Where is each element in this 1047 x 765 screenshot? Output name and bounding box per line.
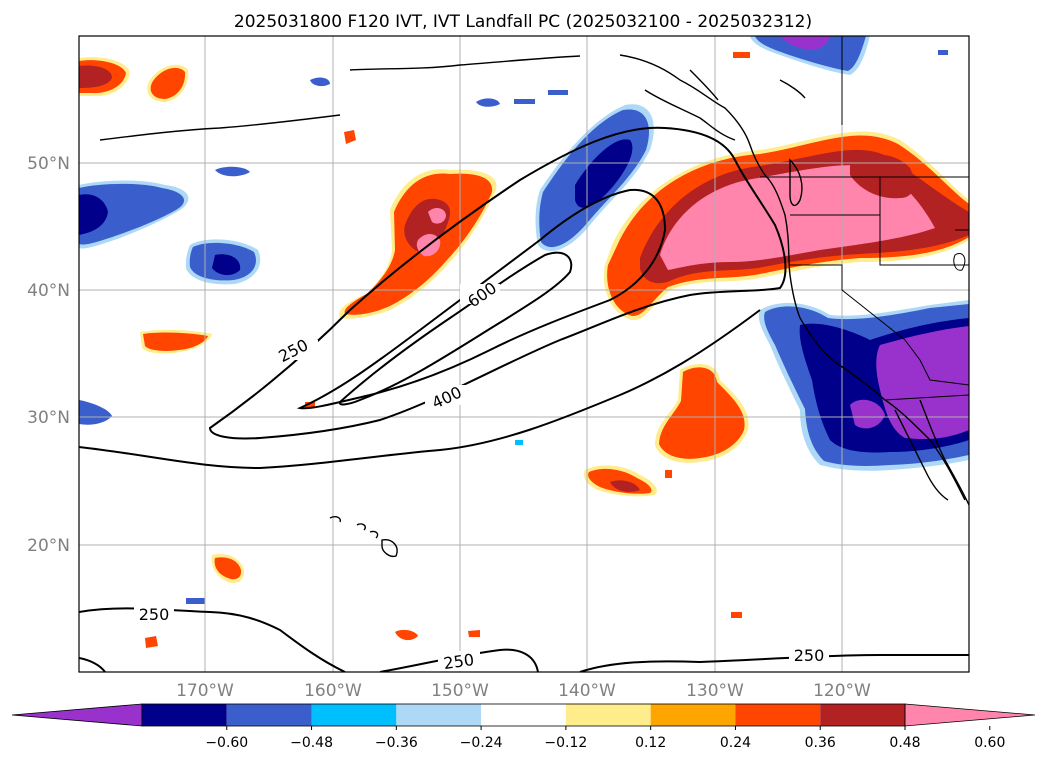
positive-anomaly-south — [583, 364, 749, 497]
lon-label-120w: 120°W — [813, 681, 871, 701]
colorbar: −0.60 −0.48 −0.36 −0.24 −0.12 0.12 0.24 0.36 0.4… — [11, 703, 1036, 751]
ivt-contours — [79, 126, 969, 672]
lon-label-150w: 150°W — [431, 681, 489, 701]
lat-label-50n: 50°N — [27, 154, 70, 174]
colorbar-swatches — [11, 703, 1036, 727]
colorbar-swatch — [396, 704, 482, 726]
colorbar-tick-label: 0.60 — [974, 735, 1005, 751]
colorbar-swatch — [226, 704, 312, 726]
colorbar-swatch — [311, 704, 397, 726]
pc-shading — [79, 36, 969, 648]
colorbar-extend-high — [904, 703, 1036, 727]
colorbar-tick-label: −0.36 — [375, 735, 418, 751]
contour-label-250-southwest: 250 — [139, 605, 170, 624]
lat-label-40n: 40°N — [27, 281, 70, 301]
map-frame — [78, 35, 970, 673]
map-title: 2025031800 F120 IVT, IVT Landfall PC (20… — [234, 12, 812, 32]
colorbar-tick-label: −0.60 — [205, 735, 248, 751]
map-panel: 250 600 400 250 250 250 — [78, 35, 970, 673]
lon-label-140w: 140°W — [558, 681, 616, 701]
gridlines — [79, 36, 969, 672]
positive-anomaly-small — [79, 52, 750, 648]
colorbar-tick-label: −0.24 — [460, 735, 503, 751]
colorbar-swatch — [735, 704, 821, 726]
political-borders — [760, 36, 969, 401]
lon-label-130w: 130°W — [686, 681, 744, 701]
contour-label-250-south-central: 250 — [442, 650, 475, 673]
colorbar-tick-label: 0.24 — [720, 735, 751, 751]
lat-label-20n: 20°N — [27, 536, 70, 556]
colorbar-swatch — [481, 704, 566, 726]
colorbar-tick-label: −0.48 — [290, 735, 333, 751]
latitude-labels: 20°N 30°N 40°N 50°N — [27, 154, 70, 556]
colorbar-tick-label: −0.12 — [544, 735, 587, 751]
colorbar-tick-label: 0.36 — [805, 735, 836, 751]
colorbar-tick-label: 0.48 — [889, 735, 920, 751]
lon-label-160w: 160°W — [304, 681, 362, 701]
colorbar-swatch — [650, 704, 736, 726]
colorbar-swatch — [142, 704, 227, 726]
longitude-labels: 170°W 160°W 150°W 140°W 130°W 120°W — [176, 681, 871, 701]
colorbar-extend-low — [11, 703, 143, 727]
colorbar-ticks — [226, 726, 991, 730]
colorbar-frame — [141, 703, 906, 727]
lat-label-30n: 30°N — [27, 408, 70, 428]
colorbar-tick-labels: −0.60 −0.48 −0.36 −0.24 −0.12 0.12 0.24 0.36 0.4… — [205, 735, 1005, 751]
colorbar-tick-label: 0.12 — [635, 735, 666, 751]
coastlines — [99, 54, 969, 558]
colorbar-swatch — [565, 704, 651, 726]
colorbar-swatch — [820, 704, 905, 726]
lon-label-170w: 170°W — [176, 681, 234, 701]
contour-label-250-southeast: 250 — [794, 646, 825, 665]
